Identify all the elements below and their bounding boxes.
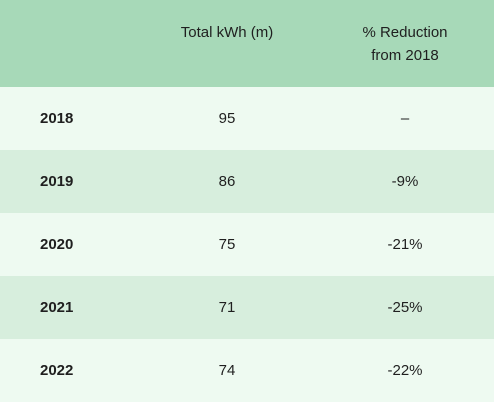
header-reduction-line2: from 2018 <box>371 47 439 64</box>
reduction-cell: -22% <box>387 361 423 379</box>
table-row: 2018 95 – <box>0 87 494 150</box>
kwh-cell: 74 <box>218 361 236 379</box>
kwh-cell: 71 <box>218 298 236 316</box>
reduction-cell: -21% <box>387 235 423 253</box>
reduction-cell: -25% <box>387 298 423 316</box>
table-row: 2022 74 -22% <box>0 339 494 402</box>
table-header: Total kWh (m) % Reduction from 2018 <box>0 0 494 87</box>
year-cell: 2019 <box>40 172 74 190</box>
reduction-cell: -9% <box>391 172 419 190</box>
reduction-cell: – <box>400 109 410 127</box>
header-reduction-line1: % Reduction <box>362 24 448 41</box>
kwh-cell: 95 <box>218 109 236 127</box>
header-total-kwh: Total kWh (m) <box>180 24 274 41</box>
header-reduction: % Reduction from 2018 <box>316 0 494 67</box>
year-cell: 2022 <box>40 361 74 379</box>
kwh-cell: 86 <box>218 172 236 190</box>
year-cell: 2020 <box>40 235 74 253</box>
table-row: 2021 71 -25% <box>0 276 494 339</box>
year-cell: 2021 <box>40 298 74 316</box>
table-row: 2020 75 -21% <box>0 213 494 276</box>
year-cell: 2018 <box>40 109 74 127</box>
table-row: 2019 86 -9% <box>0 150 494 213</box>
kwh-cell: 75 <box>218 235 236 253</box>
